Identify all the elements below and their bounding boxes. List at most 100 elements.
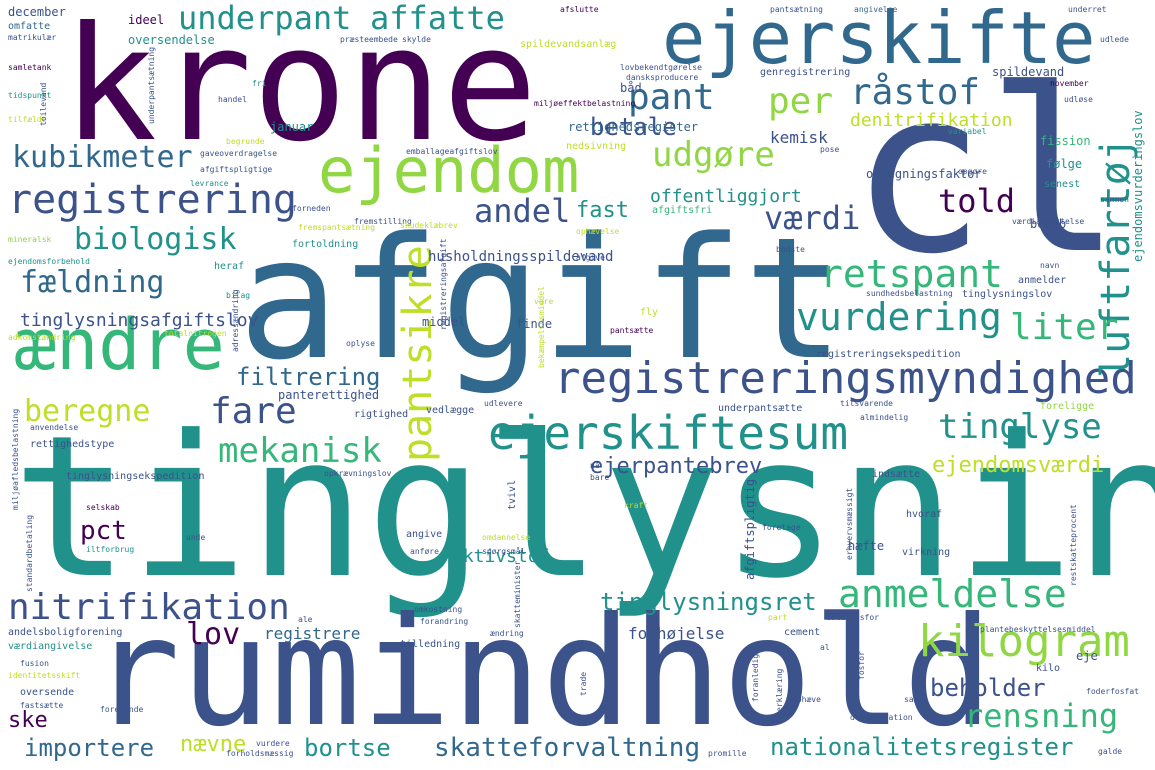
word-udlevere: udlevere bbox=[484, 399, 523, 408]
word-totalfosfor: totalfosfor bbox=[826, 613, 879, 622]
word-adkomstaendring: adkomstændring bbox=[8, 333, 76, 342]
word-vaerdiangivelse: værdiangivelse bbox=[8, 641, 93, 652]
word-ejendomsforbehold: ejendomsforbehold bbox=[8, 257, 90, 266]
word-underpantsaette: underpantsætte bbox=[718, 403, 803, 414]
word-husholdningsspildevand: husholdningsspildevand bbox=[428, 249, 614, 265]
word-liter: liter bbox=[1010, 307, 1119, 348]
word-omkostning: omkostning bbox=[414, 605, 463, 614]
word-folge: følge bbox=[1046, 157, 1083, 171]
word-faeldning: fældning bbox=[20, 265, 165, 300]
word-angivelse: angivelse bbox=[854, 5, 898, 14]
word-tinglysning: tinglysning bbox=[12, 394, 1155, 622]
word-omdannelse: omdannelse bbox=[482, 533, 531, 542]
word-forandring: forandring bbox=[420, 617, 469, 626]
word-al: al bbox=[820, 643, 830, 652]
word-ejendom: ejendom bbox=[318, 134, 580, 207]
word-miljoafledsbelastning: miljøafledsbelastning bbox=[11, 408, 20, 510]
word-restskatteprocent: restskatteprocent bbox=[1069, 504, 1078, 586]
word-forhojelse: forhøjelse bbox=[628, 624, 725, 643]
word-forneden: forneden bbox=[292, 204, 331, 213]
word-registreringsafgift: registreringsafgift bbox=[439, 238, 448, 330]
word-almindelig: almindelig bbox=[860, 413, 909, 422]
word-kubikmeter: kubikmeter bbox=[12, 140, 193, 175]
word-haefte: hæfte bbox=[848, 539, 885, 553]
word-afslutte: afslutte bbox=[560, 5, 599, 14]
word-nitrifikation: nitrifikation bbox=[8, 587, 290, 628]
word-tvivl: tvivl bbox=[507, 479, 518, 510]
word-fremstilling: fremstilling bbox=[354, 217, 412, 226]
word-oversendelse: oversendelse bbox=[128, 33, 215, 47]
word-omfatte: omfatte bbox=[8, 21, 51, 32]
word-skudeklaebrev: skudeklæbrev bbox=[400, 221, 458, 230]
word-nedsivning: nedsivning bbox=[566, 141, 627, 152]
word-adressaendring: adressændring bbox=[231, 289, 240, 352]
word-vaerdiansaettelse: værdiansættelse bbox=[1012, 217, 1085, 226]
word-told: told bbox=[938, 182, 1016, 220]
word-tinglysningslov: tinglysningslov bbox=[962, 289, 1053, 300]
word-miljoeffektbelastning: miljøeffektbelastning bbox=[534, 99, 636, 108]
word-ske: ske bbox=[8, 708, 48, 733]
word-samletank: samletank bbox=[8, 63, 52, 72]
word-skatteminister: skatteminister bbox=[513, 560, 522, 628]
word-pantsikre: pantsikre bbox=[395, 245, 441, 462]
word-lov: lov bbox=[186, 617, 241, 652]
word-tidspunkt: tidspunkt bbox=[8, 91, 52, 100]
word-middel: middel bbox=[422, 315, 466, 329]
word-sundhedsbelastning: sundhedsbelastning bbox=[866, 289, 953, 298]
word-fri: fri bbox=[252, 79, 267, 88]
word-indsaette: indsætte bbox=[872, 469, 921, 480]
word-iltforbrug: iltforbrug bbox=[86, 545, 135, 554]
word-oplyse: oplyse bbox=[346, 339, 375, 348]
word-naevne: nævne bbox=[180, 732, 247, 757]
word-ejerskifte: ejerskifte bbox=[662, 0, 1096, 80]
word-betale: betale bbox=[590, 113, 677, 141]
word-udgore: udgøre bbox=[652, 135, 775, 175]
word-pantsaette: pantsætte bbox=[610, 326, 654, 335]
word-skon: skøn bbox=[405, 688, 414, 708]
word-beholder: beholder bbox=[930, 674, 1046, 702]
word-unde: unde bbox=[186, 533, 206, 542]
word-forholdsmaessig: forholdsmæssig bbox=[226, 749, 294, 758]
word-vare: vare bbox=[534, 297, 554, 306]
word-underpantsaetning: underpantsætning bbox=[147, 46, 156, 124]
word-selskab: selskab bbox=[86, 503, 120, 512]
word-hvoraf: hvoraf bbox=[906, 509, 943, 520]
word-baad: båd bbox=[620, 81, 642, 95]
word-afgiftspligtige: afgiftspligtige bbox=[200, 165, 273, 174]
word-rigtighed: rigtighed bbox=[354, 409, 409, 420]
word-ejerpantebrev: ejerpantebrev bbox=[590, 454, 763, 479]
word-pant: pant bbox=[628, 77, 715, 118]
word-bilag: bilag bbox=[226, 291, 251, 300]
word-andelsboligforening: andelsboligforening bbox=[8, 627, 123, 638]
word-plantebeskyttelsesmiddel: plantebeskyttelsesmiddel bbox=[980, 625, 1096, 634]
word-promille: promille bbox=[708, 749, 747, 758]
word-andel: andel bbox=[474, 192, 571, 230]
word-toilevand: toilevand bbox=[39, 82, 48, 126]
word-begrunde: begrunde bbox=[226, 137, 265, 146]
word-krone: krone bbox=[62, 0, 538, 177]
word-forefinde: forefinde bbox=[100, 705, 144, 714]
word-spildevandsanlaeg: spildevandsanlæg bbox=[520, 39, 617, 50]
word-udlose: udløse bbox=[1064, 95, 1093, 104]
word-underret: underret bbox=[1068, 5, 1107, 14]
word-levrance: levrance bbox=[190, 179, 229, 188]
word-per: per bbox=[768, 81, 834, 122]
word-naa: nå bbox=[590, 461, 600, 470]
word-registreringsekspedition: registreringsekspedition bbox=[816, 349, 961, 360]
word-pantsaetning: pantsætning bbox=[770, 5, 823, 14]
word-registrere: registrere bbox=[264, 624, 361, 643]
word-belob: beløb bbox=[1030, 217, 1067, 231]
word-foranledige: foranledige bbox=[751, 649, 760, 702]
word-anmelder: anmelder bbox=[1018, 275, 1067, 286]
word-navn: navn bbox=[1040, 261, 1060, 270]
word-fly: fly bbox=[640, 307, 659, 318]
word-registrering: registrering bbox=[8, 177, 297, 223]
word-mekanisk: mekanisk bbox=[218, 431, 382, 471]
word-afgiftsfri: afgiftsfri bbox=[652, 205, 713, 216]
word-variabel: variabel bbox=[948, 127, 987, 136]
word-biologisk: biologisk bbox=[74, 222, 237, 257]
word-fast: fast bbox=[576, 198, 629, 223]
word-opkraevningslov: opkrævningslov bbox=[324, 469, 392, 478]
word-ejerskiftesum: ejerskiftesum bbox=[488, 406, 849, 460]
word-genregistrering: genregistrering bbox=[760, 67, 851, 78]
